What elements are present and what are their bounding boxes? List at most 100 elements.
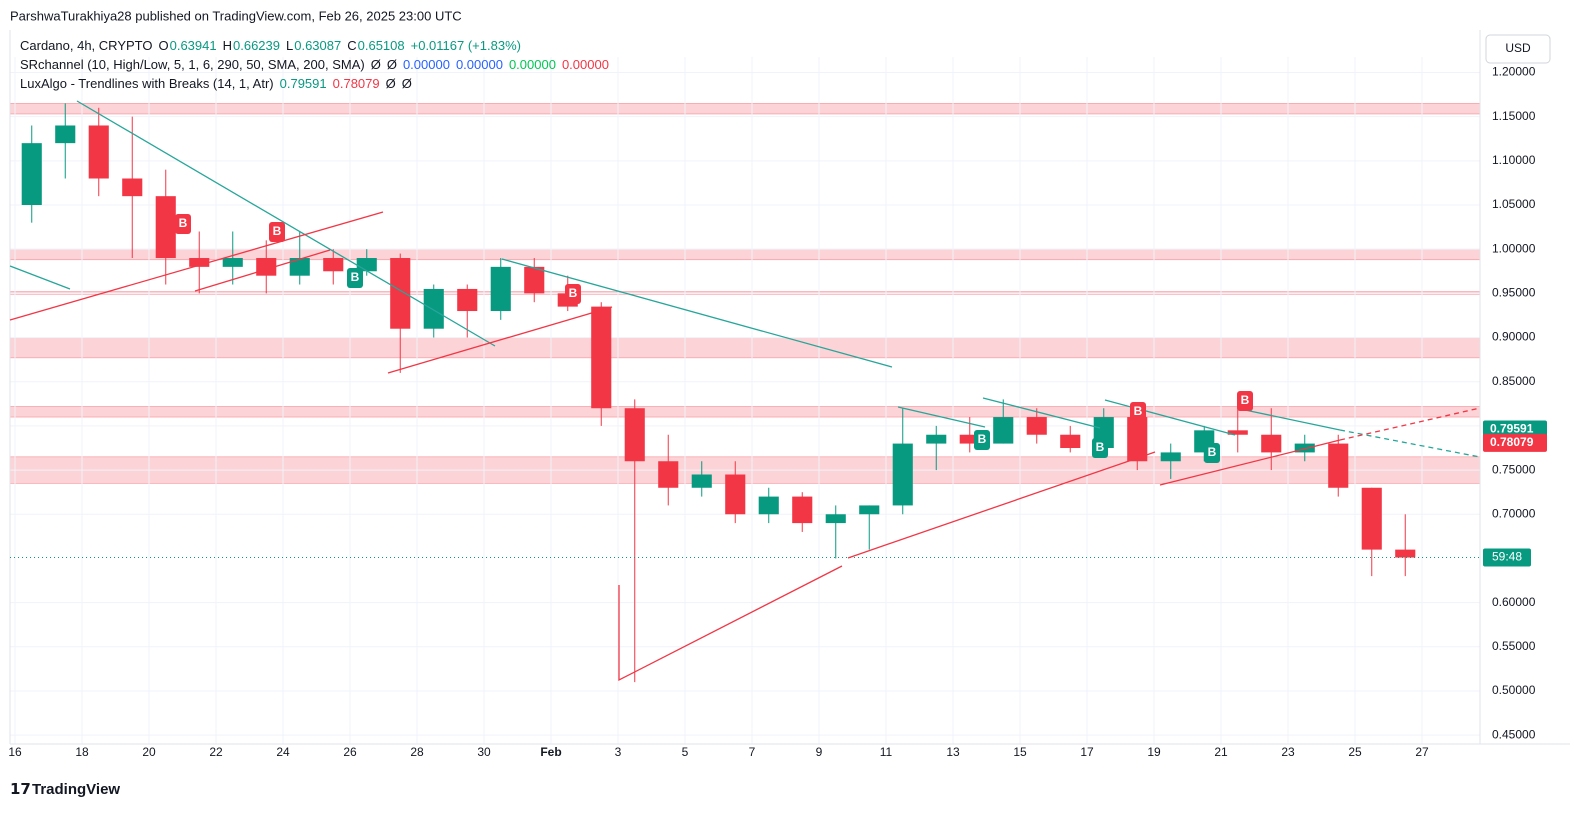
candle-body (1261, 434, 1282, 453)
break-badge (974, 430, 990, 450)
y-tick-label: 0.50000 (1492, 683, 1536, 697)
candle-body (457, 288, 478, 312)
y-tick-label: 0.90000 (1492, 330, 1536, 344)
candle-body (658, 461, 679, 488)
price-label: 0.78079 (1490, 435, 1534, 449)
x-tick-label: 13 (946, 745, 960, 759)
candle-body (1227, 430, 1248, 435)
candle-body (423, 288, 444, 329)
x-tick-label: 5 (682, 745, 689, 759)
trendline (1104, 399, 1236, 436)
candle-body (189, 258, 210, 267)
x-tick-label: 15 (1013, 745, 1027, 759)
break-badge (175, 214, 191, 234)
y-tick-label: 0.55000 (1492, 639, 1536, 653)
byline: ParshwaTurakhiya28 published on TradingV… (10, 8, 462, 23)
x-tick-label: 27 (1415, 745, 1429, 759)
trendline (897, 406, 986, 428)
y-tick-label: 1.05000 (1492, 197, 1536, 211)
x-tick-label: 19 (1147, 745, 1161, 759)
logo-icon: 𝟭𝟳 (10, 781, 31, 798)
legend-item: Ø (386, 76, 396, 91)
trendline (501, 258, 893, 368)
candle-body (21, 143, 42, 206)
x-tick-label: 24 (276, 745, 290, 759)
legend-line: SRchannel (10, High/Low, 5, 1, 6, 290, 5… (20, 57, 609, 72)
x-tick-label: 9 (816, 745, 823, 759)
candle-body (155, 196, 176, 259)
candle-body (1160, 452, 1181, 462)
candle-body (1127, 417, 1148, 462)
legend-item: Ø (371, 57, 381, 72)
candle-body (1060, 434, 1081, 448)
break-badge (565, 284, 581, 304)
currency-box (1485, 34, 1551, 64)
legend-line: Cardano, 4h, CRYPTO O0.63941 H0.66239 L0.63… (20, 38, 521, 53)
candle-body (758, 496, 779, 515)
y-tick-label: 0.95000 (1492, 286, 1536, 300)
legend-item: C (347, 38, 356, 53)
break-badge (269, 222, 285, 242)
legend-item: +0.01167 (+1.83%) (411, 38, 521, 53)
trendline (1339, 407, 1481, 441)
candle-body (289, 258, 310, 276)
break-badge (347, 268, 363, 288)
candle-body (892, 443, 913, 506)
break-label: B (1208, 445, 1217, 459)
x-tick-label: 26 (343, 745, 357, 759)
candle-body (959, 434, 980, 444)
candle-body (691, 474, 712, 488)
break-label: B (179, 216, 188, 230)
trendline (76, 100, 496, 347)
candle-body (993, 417, 1014, 444)
x-tick-label: 16 (8, 745, 22, 759)
legend-line: LuxAlgo - Trendlines with Breaks (14, 1,… (20, 76, 412, 91)
candle-body (1361, 487, 1382, 550)
x-tick-label: 22 (209, 745, 223, 759)
x-tick-label: 18 (75, 745, 89, 759)
x-tick-label: 7 (749, 745, 756, 759)
x-tick-label: 3 (615, 745, 622, 759)
x-tick-label: 30 (477, 745, 491, 759)
candle-body (926, 434, 947, 444)
candle-body (1026, 417, 1047, 435)
legend-item: 0.63941 (170, 38, 217, 53)
candle-body (524, 266, 545, 294)
y-tick-label: 0.70000 (1492, 506, 1536, 520)
candle-body (390, 258, 411, 329)
break-badge (1204, 443, 1220, 463)
legend-item: 0.63087 (294, 38, 341, 53)
candle-body (55, 125, 76, 144)
candle-body (591, 306, 612, 409)
legend-item: L (286, 38, 293, 53)
y-tick-label: 0.75000 (1492, 462, 1536, 476)
plot-background (9, 30, 1570, 745)
signals: B B B B B B B B B (175, 214, 1253, 463)
candle-body (1395, 549, 1416, 558)
candle-body (859, 505, 880, 515)
sr-zone (9, 103, 1481, 115)
candle-body (88, 125, 109, 179)
trendlines (9, 100, 1481, 682)
header: ParshwaTurakhiya28 published on TradingV… (10, 8, 462, 23)
break-label: B (1241, 393, 1250, 407)
sr-zone (9, 406, 1481, 418)
legend-item: Ø (387, 57, 397, 72)
candle-body (490, 266, 511, 312)
trendline (387, 306, 613, 374)
x-tick-label: 25 (1348, 745, 1362, 759)
legend-item: 0.00000 (509, 57, 556, 72)
break-label: B (1096, 440, 1105, 454)
candle-body (222, 258, 243, 267)
price-label: 0.79591 (1490, 422, 1534, 436)
break-badge (1092, 438, 1108, 458)
currency: USD (1505, 41, 1531, 55)
trendline (618, 565, 843, 682)
candle-body (122, 178, 143, 197)
break-label: B (978, 432, 987, 446)
trendline (9, 211, 384, 321)
break-badge (1237, 391, 1253, 411)
legend-item: 0.66239 (233, 38, 280, 53)
legend-item: 0.79591 (280, 76, 327, 91)
